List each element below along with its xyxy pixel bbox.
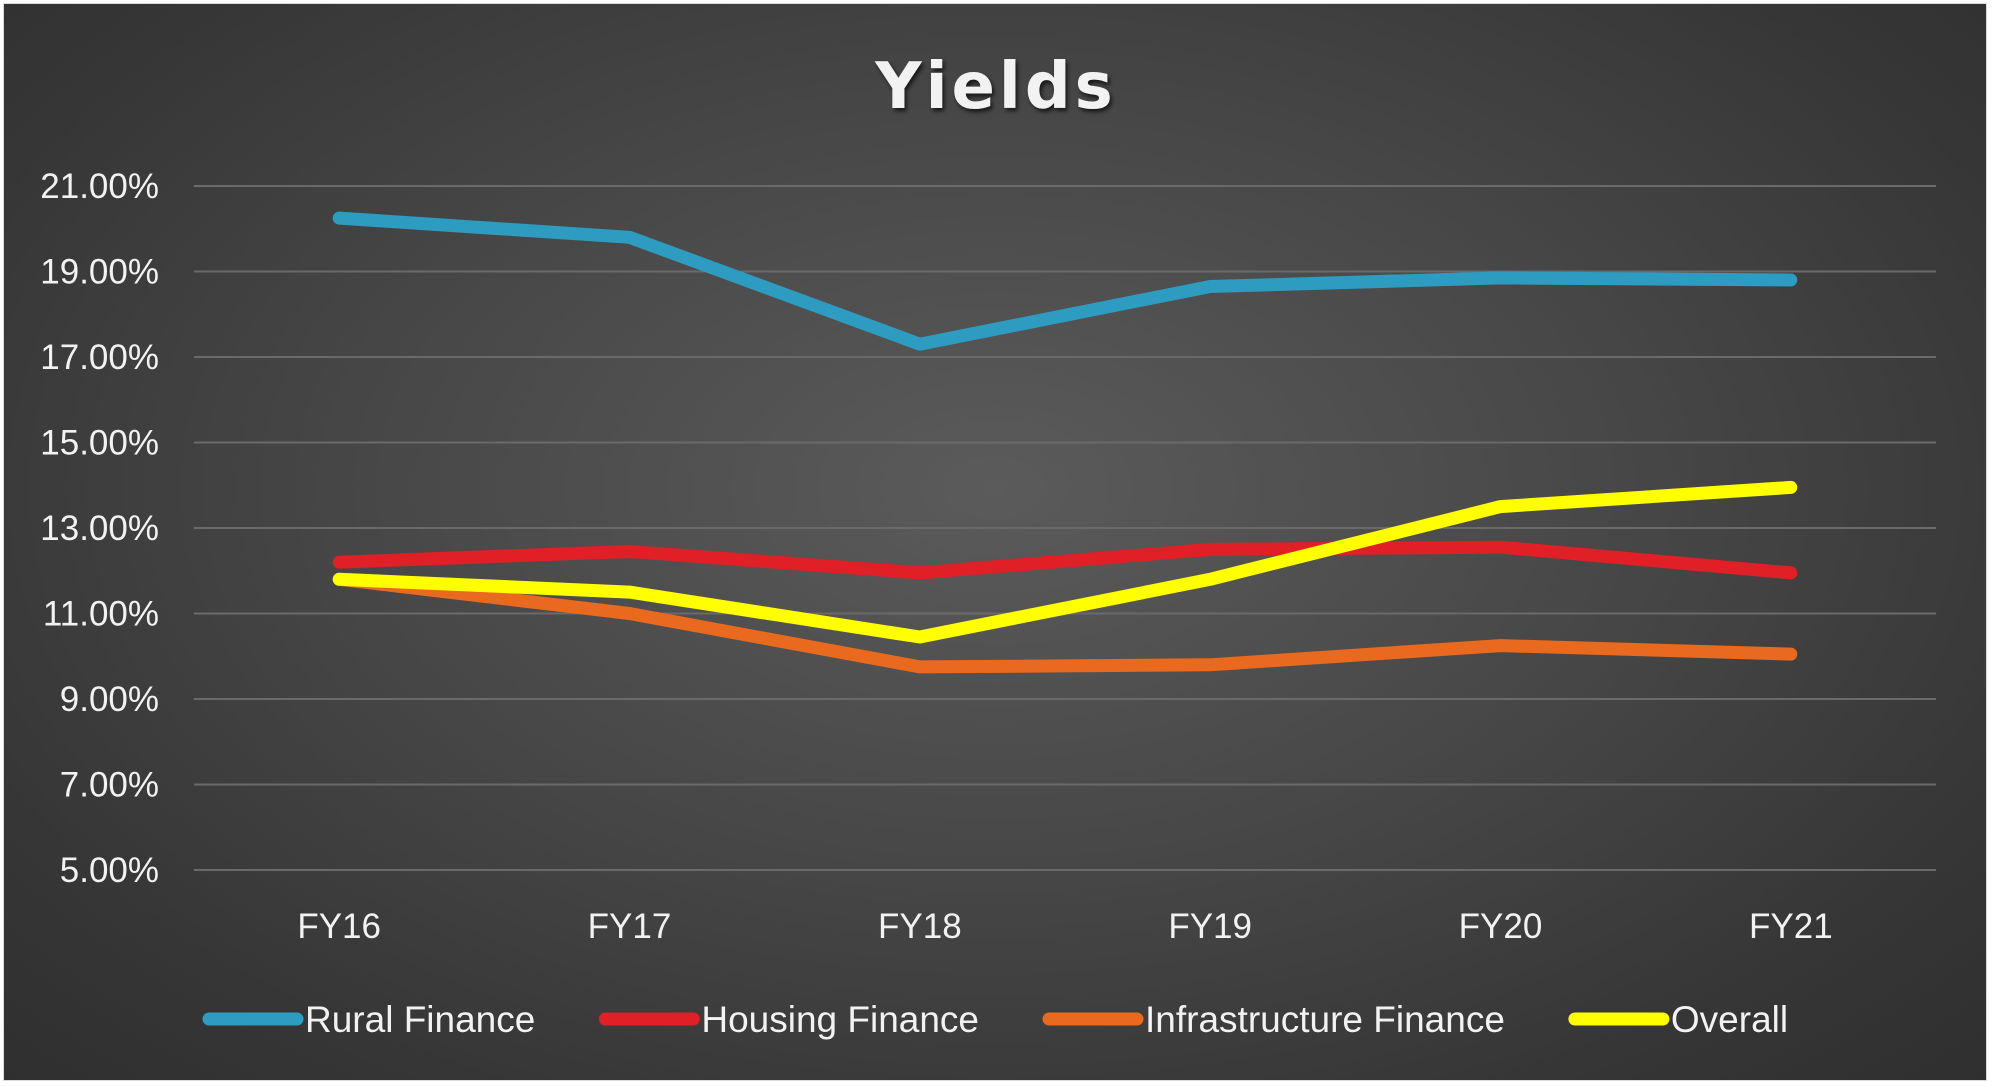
data-point (1208, 662, 1213, 667)
data-point (337, 560, 342, 565)
data-point (1788, 570, 1793, 575)
data-point (917, 635, 922, 640)
data-point (627, 235, 632, 240)
data-point (1788, 278, 1793, 283)
y-tick-label: 17.00% (40, 338, 159, 377)
legend-item: Rural Finance (202, 999, 535, 1040)
x-tick-label: FY19 (1168, 907, 1252, 946)
y-tick-label: 7.00% (60, 766, 159, 805)
y-axis: 5.00% 7.00% 9.00% 11.00% 13.00% 15.00% 17.00% 1… (40, 167, 159, 890)
data-point (917, 570, 922, 575)
data-point (1788, 485, 1793, 490)
data-point (917, 664, 922, 669)
series-line-rural-finance (332, 211, 1798, 351)
data-point (917, 342, 922, 347)
gridlines (194, 185, 1936, 871)
legend-label: Infrastructure Finance (1145, 999, 1505, 1040)
legend: Rural Finance Housing Finance Infrastructu… (202, 999, 1788, 1040)
legend-item: Infrastructure Finance (1042, 999, 1505, 1040)
y-tick-label: 5.00% (60, 851, 159, 890)
data-point (1208, 577, 1213, 582)
data-point (1208, 284, 1213, 289)
chart-title: Yields (874, 50, 1117, 124)
data-point (627, 549, 632, 554)
y-tick-label: 15.00% (40, 424, 159, 463)
data-point (1498, 643, 1503, 648)
legend-item: Housing Finance (598, 999, 979, 1040)
line-chart: Yields 5.00% 7.00% 9.00% 11.00% 13.00% 15.00%… (40, 50, 1936, 1040)
legend-item: Overall (1568, 999, 1788, 1040)
series-line-housing-finance (332, 540, 1798, 580)
legend-label: Housing Finance (701, 999, 979, 1040)
x-tick-label: FY17 (588, 907, 672, 946)
data-point (337, 216, 342, 221)
data-point (337, 577, 342, 582)
data-point (1498, 504, 1503, 509)
x-tick-label: FY20 (1459, 907, 1543, 946)
y-tick-label: 13.00% (40, 509, 159, 548)
data-point (1788, 652, 1793, 657)
y-tick-label: 21.00% (40, 167, 159, 206)
data-point (1498, 545, 1503, 550)
chart-area: Yields 5.00% 7.00% 9.00% 11.00% 13.00% 15.00%… (3, 3, 1987, 1081)
data-point (627, 611, 632, 616)
data-point (1498, 275, 1503, 280)
data-point (1208, 547, 1213, 552)
y-tick-label: 9.00% (60, 680, 159, 719)
x-tick-label: FY16 (297, 907, 381, 946)
series-lines (332, 211, 1798, 674)
legend-label: Rural Finance (305, 999, 535, 1040)
y-tick-label: 11.00% (43, 595, 159, 634)
series-line-infrastructure-finance (332, 572, 1798, 674)
x-tick-label: FY18 (878, 907, 962, 946)
x-tick-label: FY21 (1749, 907, 1833, 946)
data-point (627, 590, 632, 595)
x-axis: FY16 FY17 FY18 FY19 FY20 FY21 (297, 907, 1832, 946)
series-line-overall (332, 480, 1798, 644)
legend-label: Overall (1671, 999, 1788, 1040)
y-tick-label: 19.00% (40, 253, 159, 292)
